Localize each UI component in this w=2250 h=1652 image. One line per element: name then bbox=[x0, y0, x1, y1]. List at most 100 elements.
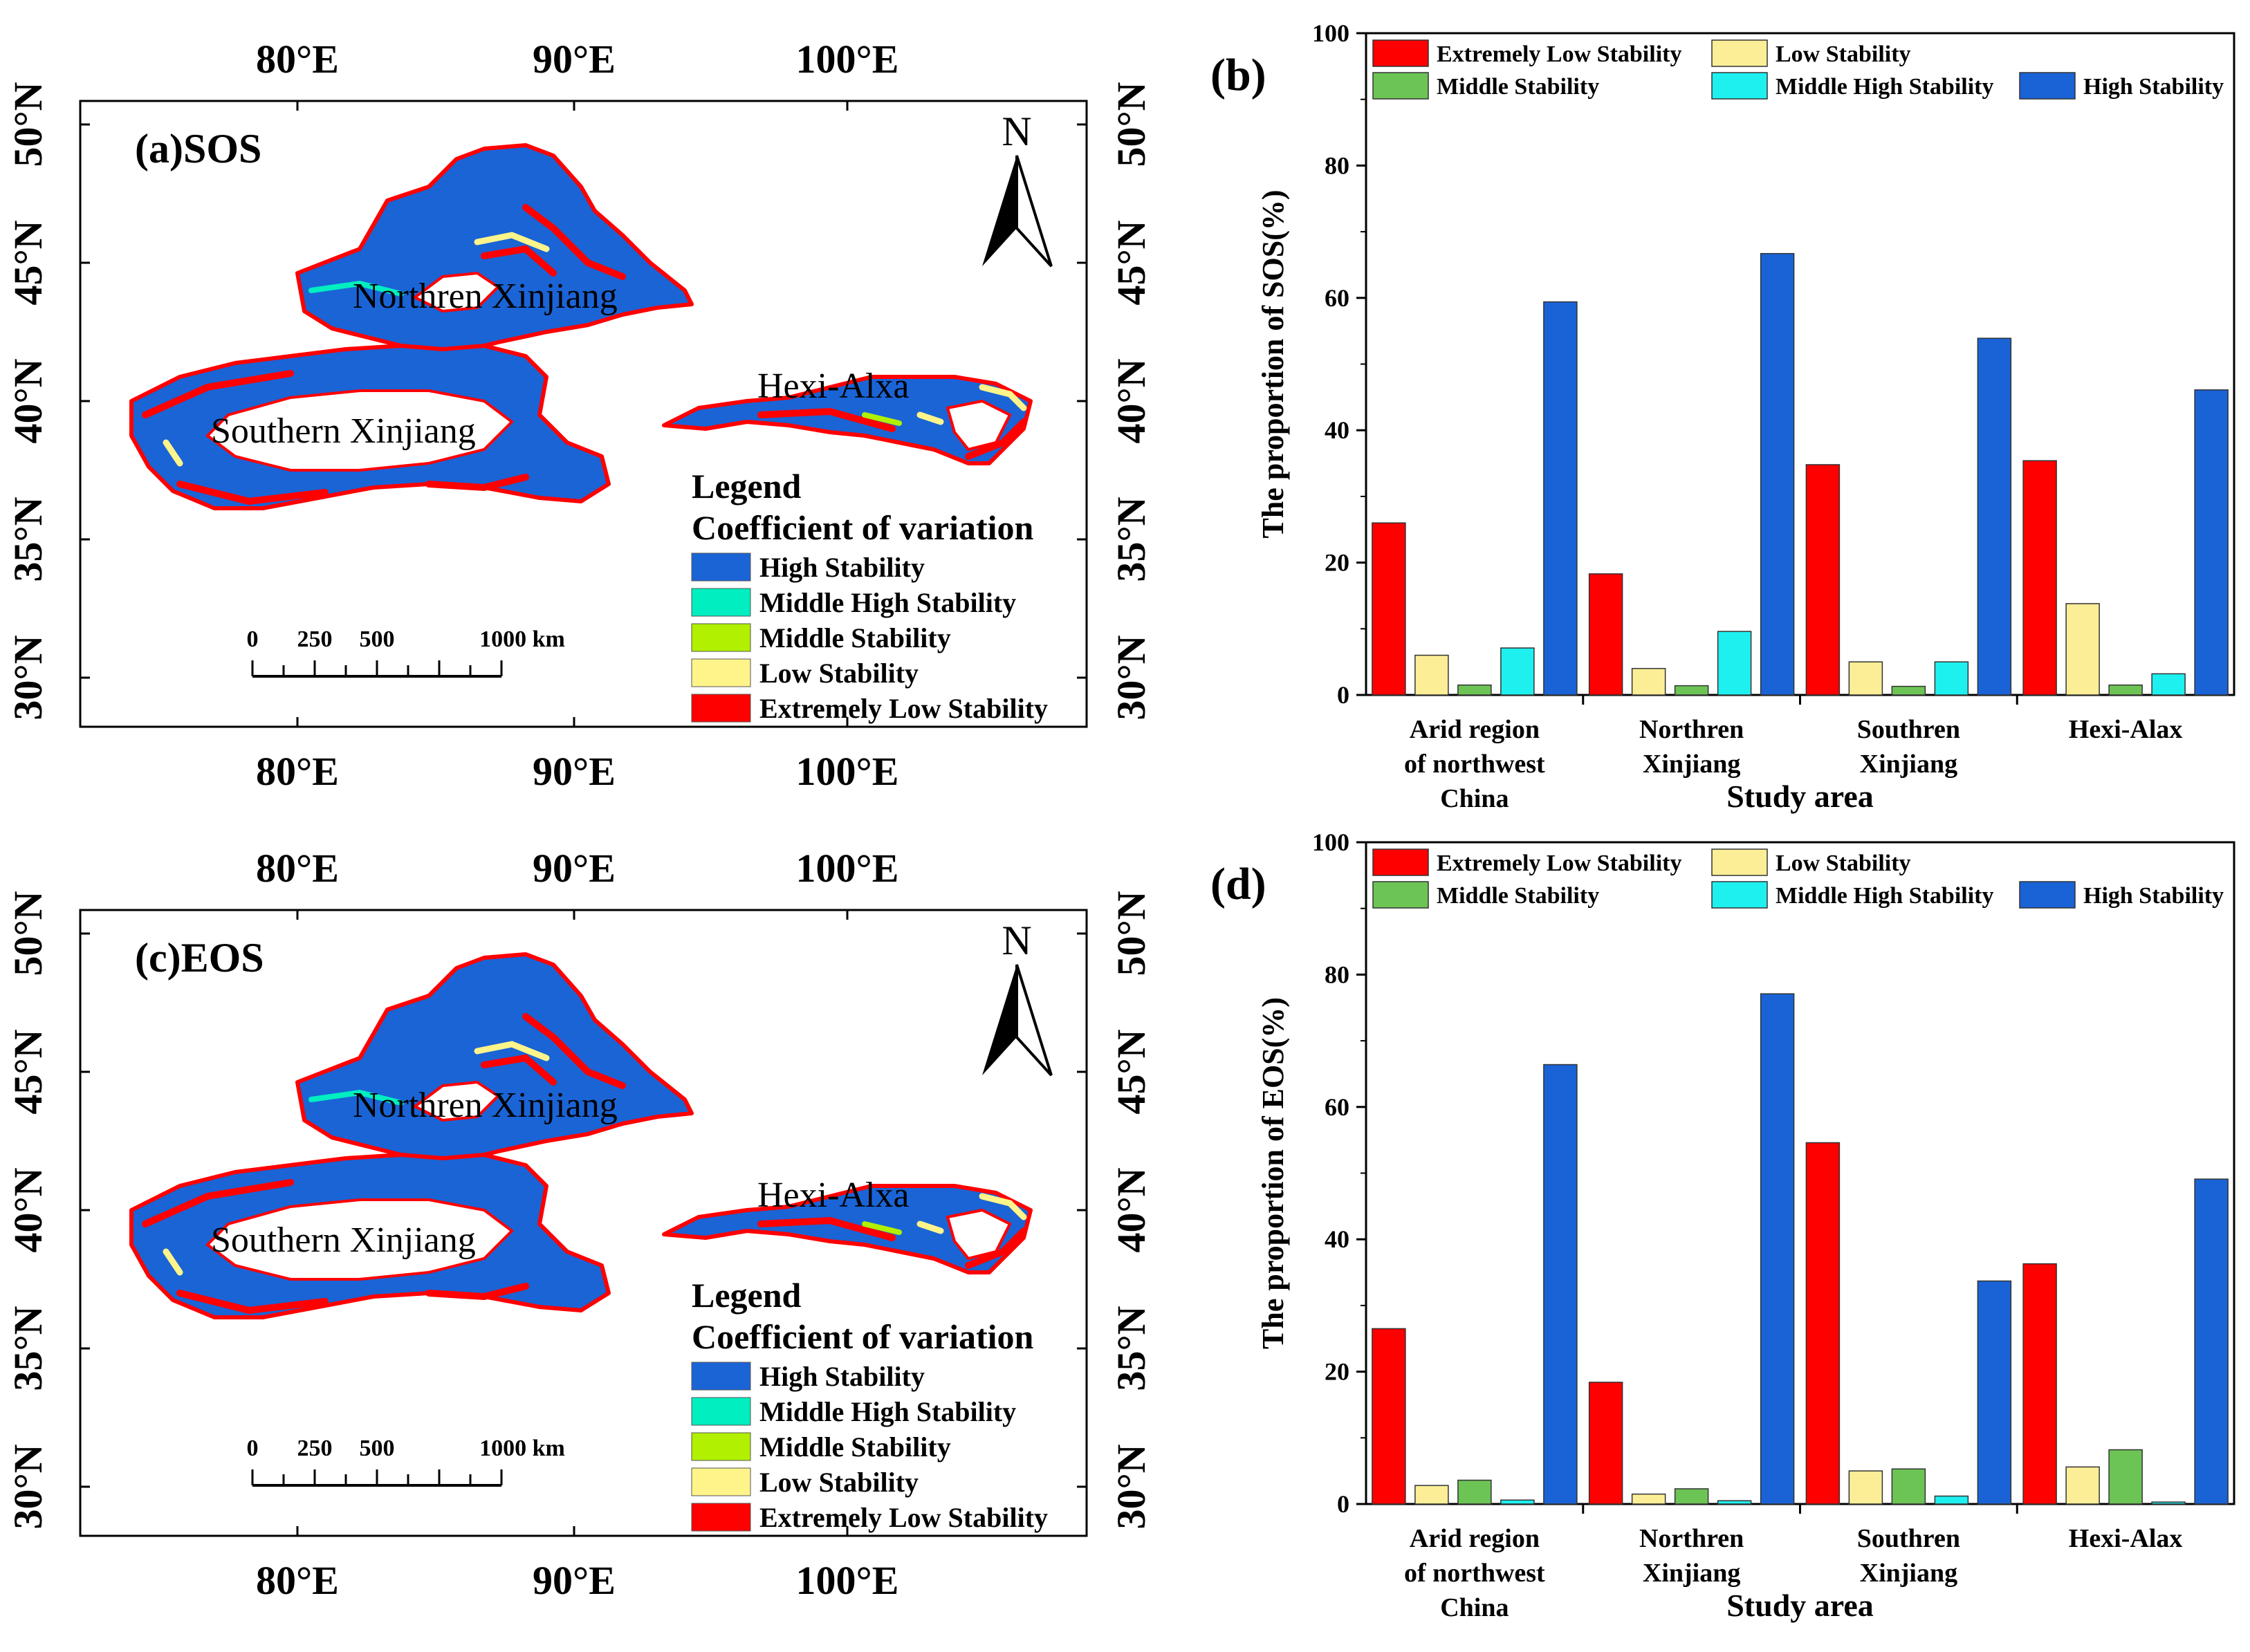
bar-middle-high-stability bbox=[2151, 1501, 2186, 1505]
lon-label-top: 100°E bbox=[796, 37, 899, 82]
extremely-low-patch bbox=[965, 418, 1027, 460]
extremely-low-patch bbox=[481, 245, 557, 277]
extremely-low-patch bbox=[425, 474, 529, 492]
x-tick-label: China bbox=[1440, 1593, 1509, 1622]
desert-area bbox=[412, 1080, 501, 1122]
legend-item-label: Low Stability bbox=[759, 658, 919, 689]
lon-label-bottom: 80°E bbox=[256, 749, 339, 794]
legend-entry: High Stability bbox=[2083, 883, 2224, 909]
y-tick-label: 60 bbox=[1325, 1093, 1349, 1121]
legend-item-label: Extremely Low Stability bbox=[759, 693, 1048, 724]
lon-label-bottom: 90°E bbox=[533, 1558, 616, 1603]
lat-label-left: 45°N bbox=[6, 220, 50, 305]
x-tick-label: Northren bbox=[1639, 715, 1744, 744]
bar-low-stability bbox=[2065, 603, 2100, 696]
legend-entry: High Stability bbox=[2083, 74, 2224, 100]
lat-label-right: 40°N bbox=[1109, 358, 1154, 443]
region-label-hexi: Hexi-Alxa bbox=[757, 1176, 909, 1215]
bar-extremely-low-stability bbox=[2022, 460, 2057, 696]
bar-chart-1: 0 20 40 60 80 100 The proportion of EOS(%) Arid… bbox=[1210, 828, 2235, 1623]
legend-item-label: Middle High Stability bbox=[759, 1396, 1016, 1427]
lat-label-left: 35°N bbox=[6, 496, 50, 582]
legend-item-label: Middle High Stability bbox=[759, 587, 1016, 618]
lat-label-right: 45°N bbox=[1109, 220, 1154, 305]
bar-middle-high-stability bbox=[1717, 631, 1752, 696]
x-tick-label: of northwest bbox=[1404, 750, 1545, 779]
lat-label-right: 30°N bbox=[1109, 1444, 1154, 1529]
legend-entry: Extremely Low Stability bbox=[1437, 851, 1681, 876]
lat-label-left: 30°N bbox=[6, 635, 50, 720]
y-tick-label: 40 bbox=[1325, 416, 1349, 444]
y-tick-label: 100 bbox=[1312, 19, 1349, 47]
y-tick-label: 60 bbox=[1325, 284, 1349, 312]
north-arrow-icon bbox=[982, 965, 1017, 1075]
stability-region bbox=[662, 375, 1033, 465]
scale-label: 1000 km bbox=[479, 627, 565, 652]
legend-entry: Low Stability bbox=[1776, 41, 1911, 67]
desert-area bbox=[205, 389, 515, 472]
region-label-south: Southern Xinjiang bbox=[211, 1221, 476, 1260]
bar-high-stability bbox=[2194, 1178, 2229, 1505]
scale-label: 250 bbox=[297, 1436, 333, 1461]
x-tick-label: Southren bbox=[1857, 715, 1960, 744]
bar-middle-high-stability bbox=[1934, 1495, 1969, 1505]
desert-area bbox=[205, 1198, 515, 1281]
bar-low-stability bbox=[2065, 1466, 2100, 1505]
legend-entry: Middle High Stability bbox=[1776, 74, 1994, 100]
lat-label-right: 50°N bbox=[1109, 891, 1154, 976]
legend-title: Legend bbox=[692, 1276, 802, 1315]
region-label-north: Northren Xinjiang bbox=[353, 1086, 618, 1125]
bar-high-stability bbox=[1543, 1064, 1578, 1505]
lat-label-right: 35°N bbox=[1109, 496, 1154, 582]
lon-label-top: 90°E bbox=[533, 37, 616, 82]
bar-middle-high-stability bbox=[2151, 673, 2186, 696]
x-tick-label: Hexi-Alax bbox=[2069, 715, 2183, 744]
lon-label-bottom: 100°E bbox=[796, 1558, 899, 1603]
chart-panel-label: (d) bbox=[1210, 859, 1266, 909]
x-tick-label: Xinjiang bbox=[1860, 750, 1957, 779]
middle-patch bbox=[862, 1221, 902, 1235]
x-axis-label: Study area bbox=[1726, 1588, 1874, 1623]
low-patch bbox=[163, 439, 183, 467]
legend-entry: Middle High Stability bbox=[1776, 883, 1994, 909]
bar-high-stability bbox=[1760, 993, 1795, 1505]
y-tick-label: 0 bbox=[1337, 681, 1349, 709]
lat-label-right: 30°N bbox=[1109, 635, 1154, 720]
y-axis-label: The proportion of EOS(%) bbox=[1256, 997, 1290, 1349]
bar-low-stability bbox=[1631, 667, 1666, 696]
lon-label-top: 90°E bbox=[533, 846, 616, 891]
bar-middle-stability bbox=[1674, 1488, 1709, 1505]
extremely-low-patch bbox=[522, 1013, 626, 1089]
extremely-low-patch bbox=[965, 1227, 1027, 1269]
scale-label: 500 bbox=[360, 627, 395, 652]
low-patch bbox=[979, 1193, 1027, 1221]
y-tick-label: 20 bbox=[1325, 1358, 1349, 1386]
legend-swatch bbox=[691, 1503, 751, 1532]
north-arrow-letter: N bbox=[1002, 109, 1031, 154]
north-arrow-icon bbox=[982, 156, 1017, 266]
legend-swatch bbox=[1372, 848, 1429, 876]
lat-label-left: 30°N bbox=[6, 1444, 50, 1529]
lat-label-right: 40°N bbox=[1109, 1167, 1154, 1252]
legend-item-label: Middle Stability bbox=[759, 1431, 951, 1463]
map-panel-label: (c)EOS bbox=[135, 935, 264, 981]
legend-swatch bbox=[1711, 39, 1768, 67]
legend-swatch bbox=[691, 694, 751, 723]
bar-middle-stability bbox=[2108, 1449, 2143, 1505]
lat-label-right: 50°N bbox=[1109, 82, 1154, 167]
bar-high-stability bbox=[1977, 1280, 2012, 1505]
bar-extremely-low-stability bbox=[1805, 464, 1841, 696]
scale-label: 1000 km bbox=[479, 1436, 565, 1461]
north-arrow-letter: N bbox=[1002, 918, 1031, 963]
y-tick-label: 80 bbox=[1325, 151, 1349, 179]
north-arrow-icon bbox=[1015, 155, 1053, 268]
y-tick-label: 100 bbox=[1312, 828, 1349, 856]
extremely-low-patch bbox=[425, 1283, 529, 1301]
low-patch bbox=[979, 384, 1027, 411]
lat-label-left: 40°N bbox=[6, 1167, 50, 1252]
bar-extremely-low-stability bbox=[2022, 1263, 2057, 1505]
lon-label-top: 80°E bbox=[256, 37, 339, 82]
bar-middle-high-stability bbox=[1717, 1500, 1752, 1505]
legend-subtitle: Coefficient of variation bbox=[692, 1317, 1034, 1356]
low-patch bbox=[163, 1248, 183, 1276]
